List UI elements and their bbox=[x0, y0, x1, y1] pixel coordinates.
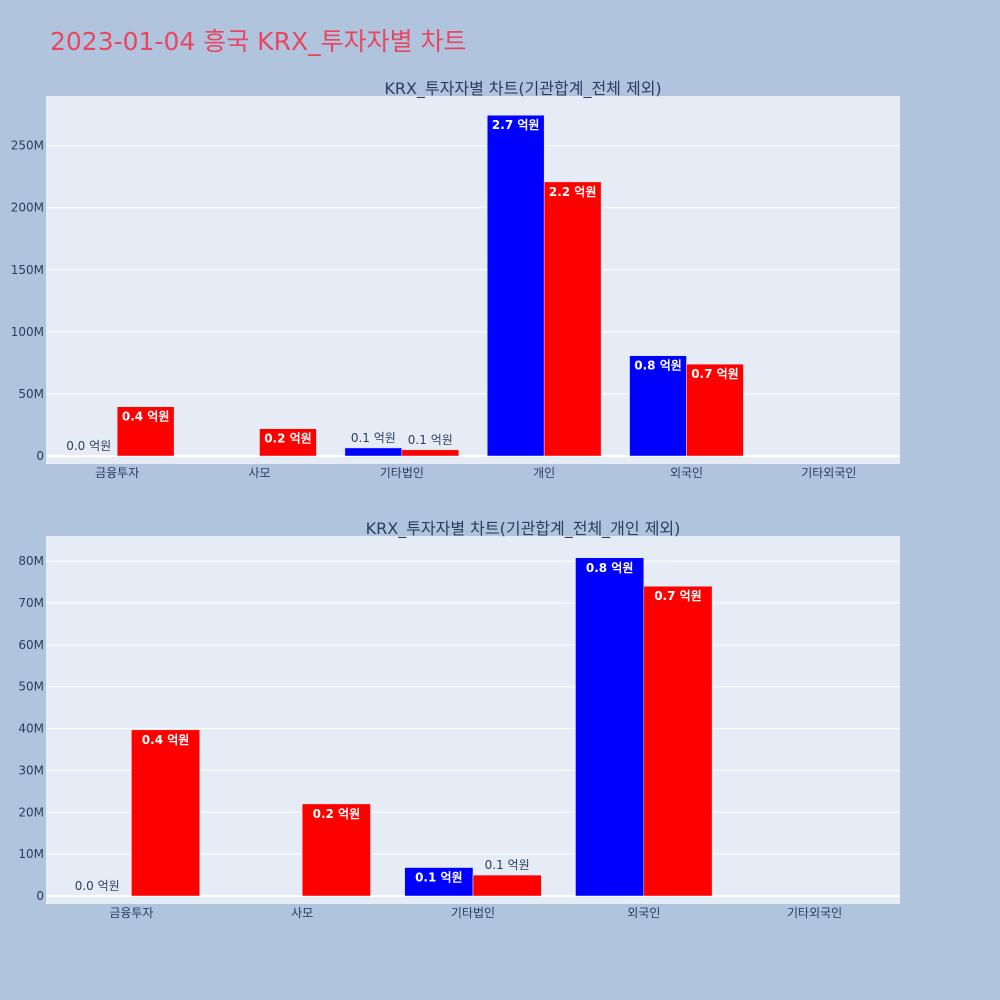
data-label: 0.4 억원 bbox=[122, 410, 170, 424]
data-label: 0.0 억원 bbox=[66, 439, 111, 453]
y-tick-label: 200M bbox=[11, 201, 44, 215]
data-label: 0.1 억원 bbox=[415, 871, 463, 885]
data-label: 0.7 억원 bbox=[654, 589, 702, 603]
bar bbox=[259, 428, 317, 457]
y-tick-label: 70M bbox=[18, 596, 44, 610]
y-tick-label: 10M bbox=[18, 847, 44, 861]
data-label: 0.8 억원 bbox=[634, 359, 682, 373]
bar bbox=[629, 355, 687, 457]
bar bbox=[344, 447, 403, 457]
x-tick-label: 개인 bbox=[533, 466, 555, 480]
y-tick-label: 100M bbox=[11, 325, 44, 339]
y-tick-label: 250M bbox=[11, 139, 44, 153]
y-tick-label: 50M bbox=[18, 680, 44, 694]
data-label: 0.2 억원 bbox=[313, 807, 361, 821]
chart-top: 0 50M 100M 150M 200M 250M KRX_투자자별 차트(기관합계_전체 … bbox=[11, 79, 900, 480]
data-label: 0.1 억원 bbox=[408, 433, 453, 447]
data-label: 2.2 억원 bbox=[549, 185, 597, 199]
y-tick-label: 0 bbox=[36, 889, 44, 903]
y-tick-label: 20M bbox=[18, 805, 44, 819]
bar bbox=[301, 803, 371, 897]
y-tick-label: 150M bbox=[11, 263, 44, 277]
y-tick-label: 60M bbox=[18, 638, 44, 652]
x-tick-label: 기타외국인 bbox=[801, 466, 856, 480]
x-tick-label: 기타법인 bbox=[380, 466, 424, 480]
data-label: 0.0 억원 bbox=[75, 879, 120, 893]
bar bbox=[643, 585, 713, 897]
data-label: 0.2 억원 bbox=[264, 432, 312, 446]
data-label: 0.1 억원 bbox=[485, 858, 530, 872]
x-tick-label: 기타외국인 bbox=[787, 906, 842, 920]
data-label: 0.8 억원 bbox=[586, 561, 634, 575]
y-tick-label: 30M bbox=[18, 763, 44, 777]
x-tick-label: 사모 bbox=[248, 466, 270, 480]
plot-area bbox=[46, 96, 900, 464]
y-tick-label: 80M bbox=[18, 554, 44, 568]
x-tick-label: 금융투자 bbox=[95, 466, 139, 480]
x-tick-label: 사모 bbox=[291, 906, 313, 920]
data-label: 0.1 억원 bbox=[351, 431, 396, 445]
data-label: 0.4 억원 bbox=[142, 733, 190, 747]
y-tick-label: 0 bbox=[36, 449, 44, 463]
main-title: 2023-01-04 흥국 KRX_투자자별 차트 bbox=[50, 27, 467, 56]
chart-title: KRX_투자자별 차트(기관합계_전체_개인 제외) bbox=[366, 519, 681, 539]
y-tick-label: 40M bbox=[18, 722, 44, 736]
bar bbox=[401, 449, 460, 457]
data-label: 0.7 억원 bbox=[691, 367, 739, 381]
bar bbox=[486, 114, 545, 457]
bar bbox=[116, 406, 175, 457]
bar bbox=[575, 557, 645, 897]
y-tick-label: 50M bbox=[18, 387, 44, 401]
bar bbox=[131, 729, 200, 897]
data-label: 2.7 억원 bbox=[492, 118, 540, 132]
x-tick-label: 외국인 bbox=[670, 466, 703, 480]
chart-title: KRX_투자자별 차트(기관합계_전체 제외) bbox=[384, 79, 661, 99]
chart-bottom: 0 10M 20M 30M 40M 50M 60M 70M 80M KRX_투자자별 차트(기관합… bbox=[18, 519, 900, 920]
x-tick-label: 금융투자 bbox=[109, 906, 153, 920]
bar bbox=[686, 363, 744, 457]
bar bbox=[543, 181, 602, 457]
bar bbox=[404, 867, 474, 897]
bar bbox=[472, 874, 542, 897]
x-tick-label: 외국인 bbox=[627, 906, 660, 920]
x-tick-label: 기타법인 bbox=[451, 906, 495, 920]
